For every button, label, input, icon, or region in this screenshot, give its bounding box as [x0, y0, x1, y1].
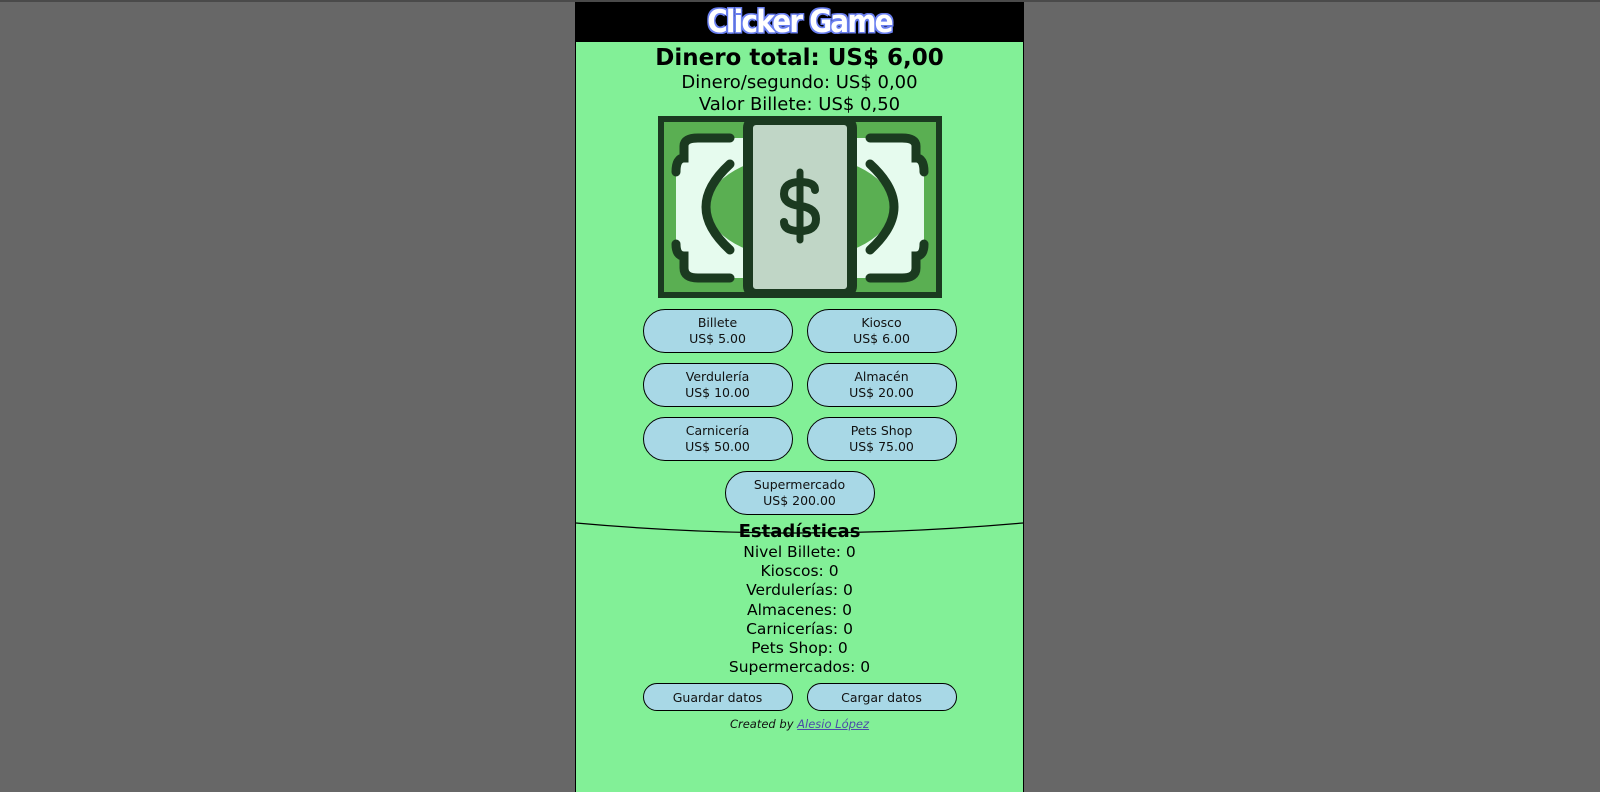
buy-billete-button[interactable]: Billete US$ 5.00	[642, 309, 793, 353]
game-title: Clicker Game	[707, 4, 893, 40]
money-per-second: Dinero/segundo: US$ 0,00	[681, 72, 918, 93]
buy-pets-shop-button[interactable]: Pets Shop US$ 75.00	[806, 417, 957, 461]
data-actions: Guardar datos Cargar datos	[642, 683, 957, 712]
shop-item-name: Almacén	[854, 369, 909, 384]
dollar-bill-icon[interactable]	[657, 116, 942, 298]
stat-kioscos: Kioscos: 0	[760, 562, 839, 581]
load-data-button[interactable]: Cargar datos	[806, 683, 957, 712]
credit-line: Created by Alesio López	[576, 717, 1023, 731]
shop-item-price: US$ 75.00	[849, 439, 914, 454]
shop-item-name: Verdulería	[685, 369, 750, 384]
game-panel: Clicker Game Dinero total: US$ 6,00 Dine…	[575, 2, 1024, 792]
save-data-button[interactable]: Guardar datos	[642, 683, 793, 712]
bill-click-area	[576, 116, 1023, 298]
buy-almacen-button[interactable]: Almacén US$ 20.00	[806, 363, 957, 407]
shop-item-name: Carnicería	[685, 423, 750, 438]
shop-item-price: US$ 5.00	[689, 331, 746, 346]
shop-item-name: Supermercado	[753, 477, 846, 492]
stats-title: Estadísticas	[738, 521, 861, 542]
title-bar: Clicker Game	[576, 2, 1023, 42]
browser-top-line	[0, 0, 1600, 2]
stat-verdulerias: Verdulerías: 0	[746, 581, 853, 600]
money-total: Dinero total: US$ 6,00	[655, 45, 944, 71]
stat-carnicerias: Carnicerías: 0	[746, 619, 853, 638]
stat-almacenes: Almacenes: 0	[746, 600, 852, 619]
stat-nivel-billete: Nivel Billete: 0	[743, 543, 856, 561]
shop-single-row: Supermercado US$ 200.00	[576, 471, 1023, 515]
shop-item-price: US$ 200.00	[763, 493, 836, 508]
stats-header: Estadísticas	[576, 521, 1023, 543]
shop-item-price: US$ 10.00	[685, 385, 750, 400]
stats-divider	[576, 522, 1023, 534]
stats-list: Nivel Billete: 0 Kioscos: 0 Verdulerías:…	[576, 543, 1023, 677]
buy-supermercado-button[interactable]: Supermercado US$ 200.00	[724, 471, 875, 515]
shop-item-price: US$ 20.00	[849, 385, 914, 400]
stat-supermercados: Supermercados: 0	[728, 658, 871, 677]
credit-prefix: Created by	[729, 717, 794, 732]
shop-item-price: US$ 50.00	[685, 439, 750, 454]
stat-pets-shop: Pets Shop: 0	[751, 639, 848, 658]
shop-item-name: Pets Shop	[850, 423, 913, 438]
shop-item-price: US$ 6.00	[853, 331, 910, 346]
buy-carniceria-button[interactable]: Carnicería US$ 50.00	[642, 417, 793, 461]
buy-kiosco-button[interactable]: Kiosco US$ 6.00	[806, 309, 957, 353]
shop-grid: Billete US$ 5.00 Kiosco US$ 6.00 Verdule…	[642, 309, 957, 461]
buy-verduleria-button[interactable]: Verdulería US$ 10.00	[642, 363, 793, 407]
bill-value: Valor Billete: US$ 0,50	[698, 94, 901, 115]
shop-item-name: Billete	[697, 315, 738, 330]
shop-item-name: Kiosco	[861, 315, 902, 330]
author-link[interactable]: Alesio López	[797, 717, 870, 732]
